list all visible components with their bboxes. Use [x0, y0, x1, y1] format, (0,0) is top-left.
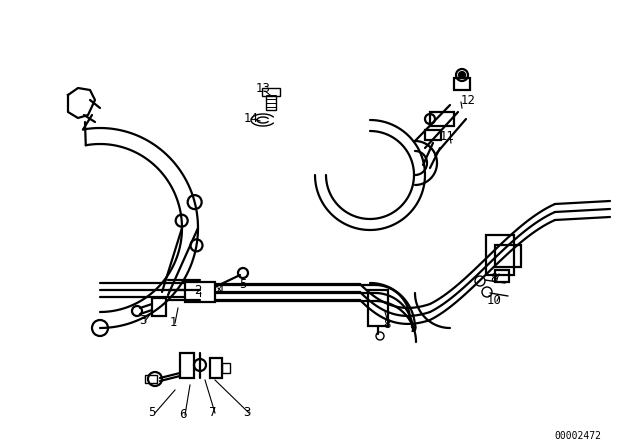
Text: 9: 9 [409, 323, 417, 336]
Bar [180, 353, 194, 378]
Text: 2: 2 [195, 284, 202, 297]
Bar [454, 78, 470, 90]
Circle shape [459, 72, 465, 78]
Bar [266, 92, 276, 110]
Bar [368, 290, 388, 326]
Text: 3: 3 [140, 314, 147, 327]
Text: 4: 4 [216, 284, 224, 297]
Text: 11: 11 [440, 129, 454, 142]
Bar [495, 270, 509, 282]
Bar [210, 358, 222, 378]
Bar [495, 245, 521, 267]
Text: 12: 12 [461, 95, 476, 108]
Text: 10: 10 [486, 293, 501, 306]
Text: 8: 8 [383, 318, 390, 331]
Bar [145, 375, 157, 383]
Bar [152, 298, 166, 316]
Bar [185, 282, 215, 302]
Text: 6: 6 [179, 408, 187, 421]
Text: 5: 5 [148, 405, 156, 418]
Bar [262, 88, 280, 96]
Text: 8: 8 [490, 271, 498, 284]
Bar [222, 363, 230, 373]
Text: 5: 5 [239, 279, 246, 292]
Text: 3: 3 [243, 405, 251, 418]
Text: 00002472: 00002472 [554, 431, 602, 441]
Text: 13: 13 [255, 82, 271, 95]
Bar [425, 130, 441, 140]
Bar [486, 235, 514, 275]
Text: 1: 1 [169, 315, 177, 328]
Text: 7: 7 [209, 405, 217, 418]
Bar [430, 112, 454, 126]
Text: 14: 14 [243, 112, 259, 125]
